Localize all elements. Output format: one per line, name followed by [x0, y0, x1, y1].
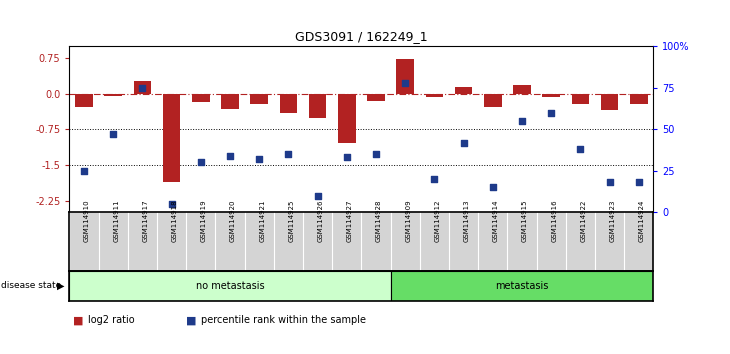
Bar: [484, 93, 502, 107]
Text: GSM114914: GSM114914: [493, 200, 499, 242]
Bar: [309, 93, 326, 118]
Bar: [338, 93, 356, 143]
Text: metastasis: metastasis: [495, 281, 549, 291]
Bar: [250, 93, 268, 104]
Text: ■: ■: [73, 315, 83, 325]
Text: GSM114924: GSM114924: [639, 200, 645, 242]
Text: GSM114915: GSM114915: [522, 200, 528, 242]
Bar: [396, 59, 414, 93]
Text: GSM114928: GSM114928: [376, 200, 382, 242]
Point: [458, 140, 469, 145]
Bar: [630, 93, 648, 104]
Text: GSM114911: GSM114911: [113, 200, 119, 242]
Bar: [104, 93, 122, 96]
Point: [370, 152, 382, 157]
Bar: [134, 81, 151, 93]
Text: no metastasis: no metastasis: [196, 281, 264, 291]
Bar: [601, 93, 618, 110]
Bar: [391, 271, 653, 301]
Text: GSM114926: GSM114926: [318, 200, 323, 242]
Bar: [542, 93, 560, 97]
Text: disease state: disease state: [1, 281, 61, 290]
Text: GSM114916: GSM114916: [551, 200, 557, 242]
Text: GSM114923: GSM114923: [610, 200, 615, 242]
Text: GSM114920: GSM114920: [230, 200, 236, 242]
Bar: [221, 93, 239, 109]
Point: [399, 80, 411, 85]
Point: [429, 176, 440, 182]
Text: GSM114910: GSM114910: [84, 200, 90, 242]
Text: ▶: ▶: [57, 281, 64, 291]
Point: [341, 155, 353, 160]
Bar: [75, 93, 93, 107]
Bar: [426, 93, 443, 97]
Point: [516, 118, 528, 124]
Text: percentile rank within the sample: percentile rank within the sample: [201, 315, 366, 325]
Point: [166, 201, 177, 207]
Bar: [280, 93, 297, 113]
Title: GDS3091 / 162249_1: GDS3091 / 162249_1: [295, 30, 428, 44]
Point: [604, 179, 615, 185]
Text: GSM114913: GSM114913: [464, 200, 469, 242]
Text: GSM114922: GSM114922: [580, 200, 586, 242]
Text: GSM114917: GSM114917: [142, 200, 148, 242]
Bar: [572, 93, 589, 104]
Text: GSM114927: GSM114927: [347, 200, 353, 242]
Text: log2 ratio: log2 ratio: [88, 315, 134, 325]
Point: [633, 179, 645, 185]
Point: [283, 152, 294, 157]
Text: GSM114925: GSM114925: [288, 200, 294, 242]
Point: [195, 160, 207, 165]
Text: GSM114912: GSM114912: [434, 200, 440, 242]
Point: [312, 193, 323, 199]
Bar: [192, 93, 210, 102]
Bar: [455, 87, 472, 93]
Text: ■: ■: [186, 315, 196, 325]
Bar: [163, 93, 180, 182]
Text: GSM114921: GSM114921: [259, 200, 265, 242]
Point: [224, 153, 236, 159]
Point: [253, 156, 265, 162]
Point: [78, 168, 90, 174]
Bar: [513, 85, 531, 93]
Point: [107, 131, 119, 137]
Bar: [367, 93, 385, 101]
Text: GSM114919: GSM114919: [201, 200, 207, 242]
Point: [487, 185, 499, 190]
Point: [545, 110, 557, 115]
Text: GSM114909: GSM114909: [405, 200, 411, 242]
Point: [575, 146, 586, 152]
Bar: [69, 271, 391, 301]
Text: GSM114918: GSM114918: [172, 200, 177, 242]
Point: [137, 85, 148, 91]
